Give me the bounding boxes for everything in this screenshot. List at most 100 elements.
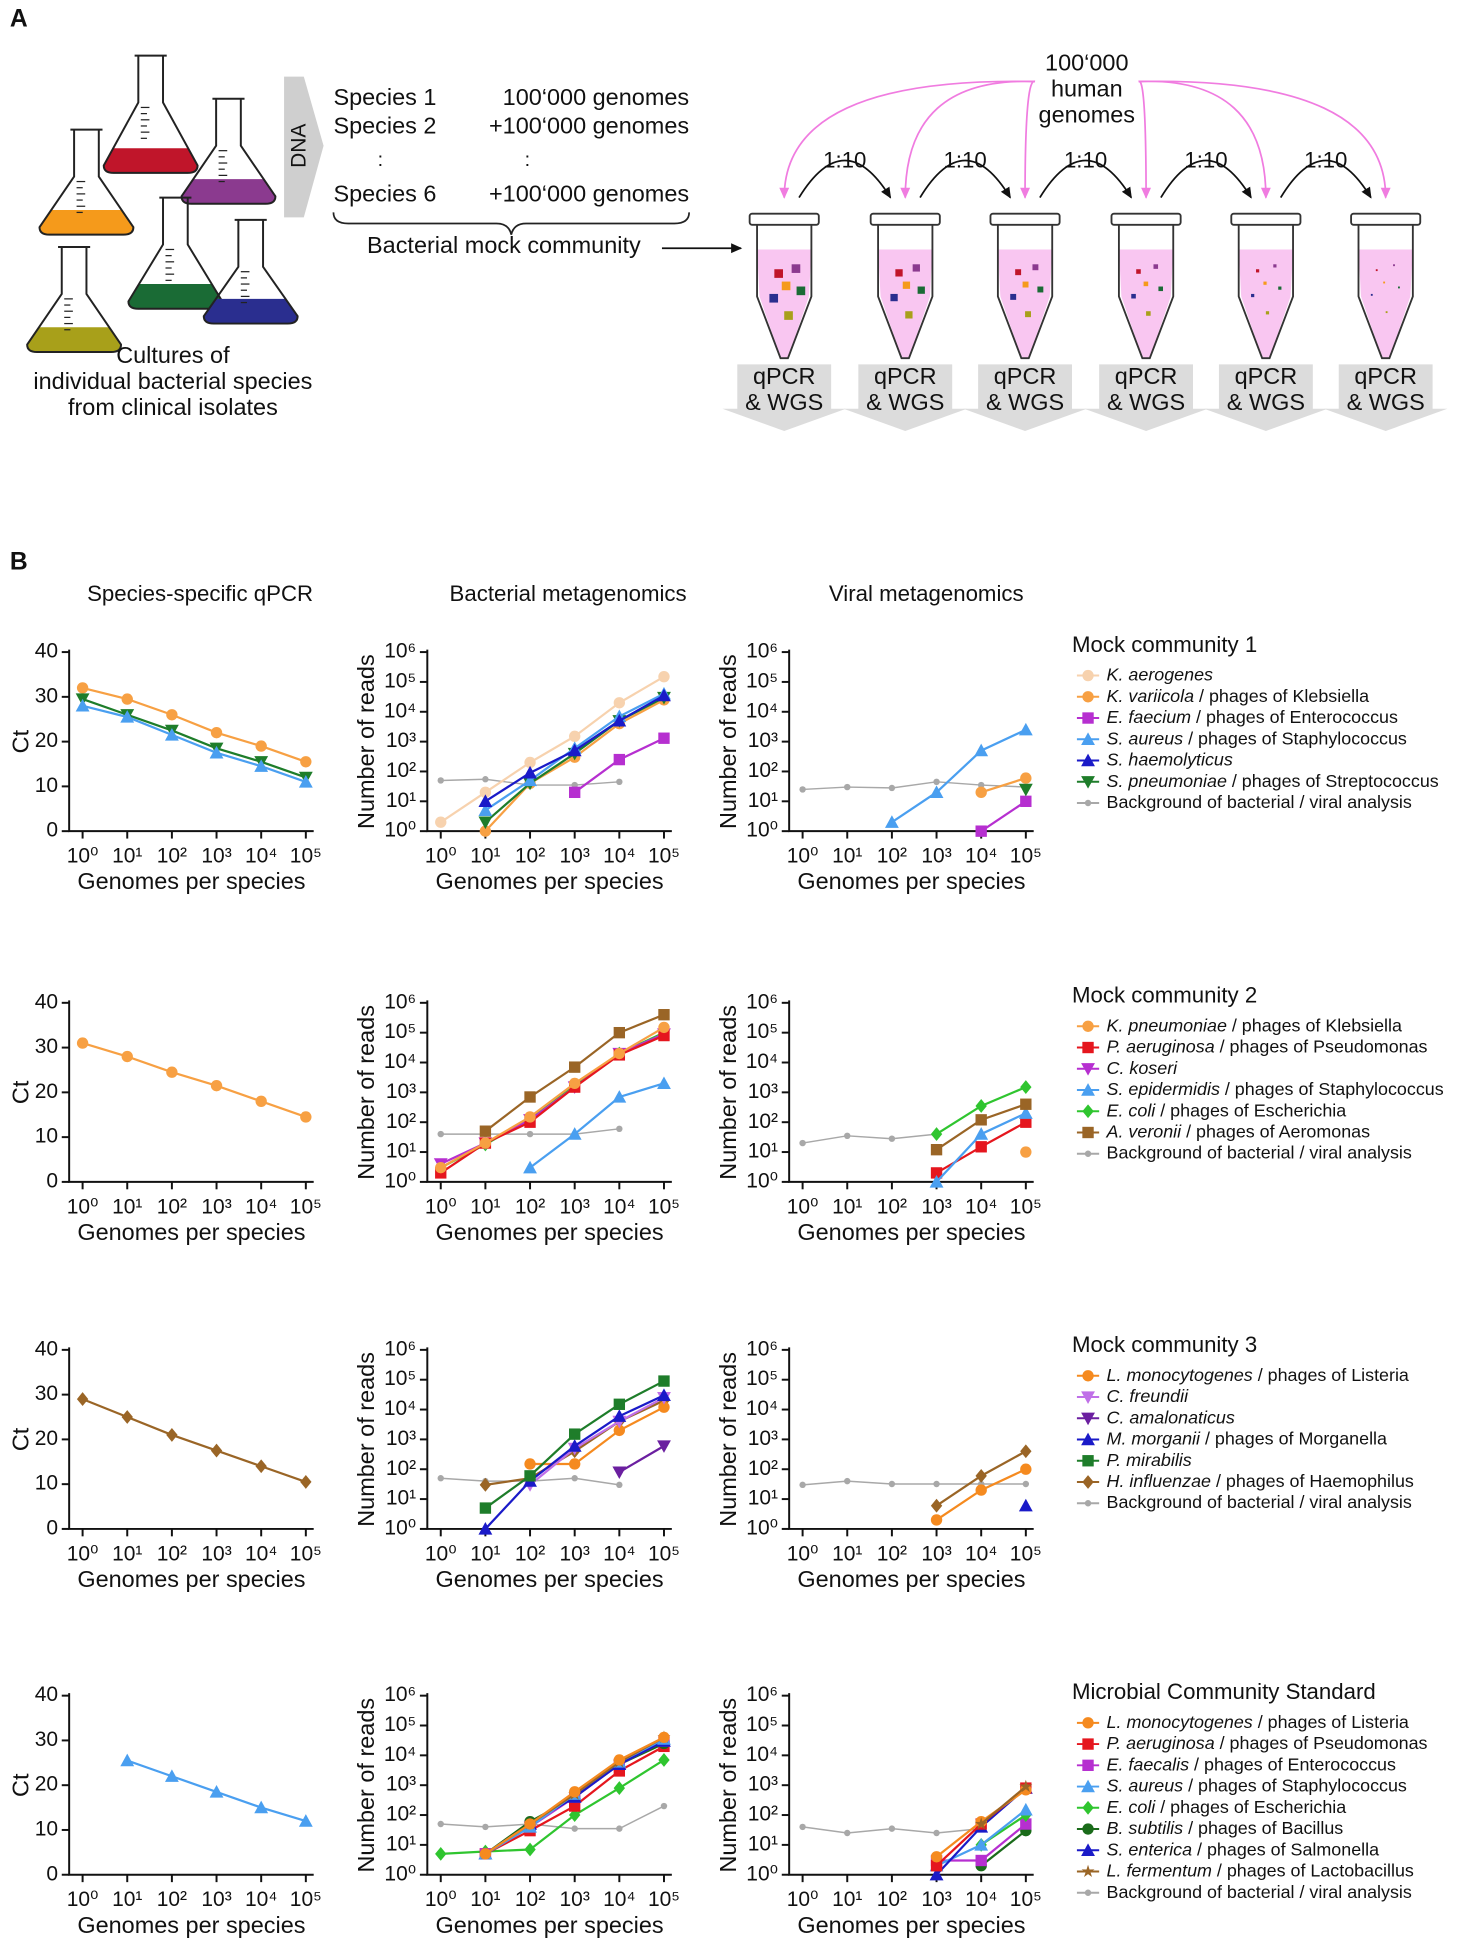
tube-liquid	[1118, 249, 1174, 359]
axes	[426, 1693, 672, 1876]
flask	[26, 246, 123, 353]
marker	[569, 1800, 581, 1812]
marker	[660, 1802, 668, 1810]
legend-species: L. fermentum	[1107, 1860, 1212, 1880]
assay-text: qPCR	[1115, 363, 1178, 389]
y-axis-label: Number of reads	[715, 1352, 741, 1527]
y-tick-label: 10⁰	[746, 1516, 778, 1539]
marker	[209, 745, 224, 759]
series-line	[980, 1829, 1027, 1867]
tube-liquid	[1358, 249, 1413, 359]
marker	[121, 693, 133, 705]
y-tick-label: 10⁰	[384, 1169, 416, 1192]
legend-label: P. aeruginosa / phages of Pseudomonas	[1107, 1733, 1428, 1753]
x-tick-label: 10³	[201, 845, 231, 868]
marker	[613, 1026, 626, 1039]
cultures-text: from clinical isolates	[68, 394, 278, 420]
legend-label: S. haemolyticus	[1107, 749, 1233, 769]
x-tick-label: 10⁰	[425, 1888, 457, 1911]
cell	[1136, 269, 1141, 274]
y-axis-label: Ct	[7, 1427, 33, 1451]
x-tick-label: 10³	[921, 1888, 951, 1911]
x-tick-label: 10⁵	[1010, 1888, 1042, 1911]
marker	[616, 1825, 623, 1832]
legend-text: / phages of Pseudomonas	[1220, 1036, 1428, 1056]
legend-label: Background of bacterial / viral analysis	[1107, 1142, 1412, 1162]
marker	[524, 1111, 536, 1123]
marker	[1081, 1412, 1095, 1426]
species-amount: +100‘000 genomes	[489, 180, 689, 206]
marker	[482, 1823, 489, 1831]
legend-text: / phages of Salmonella	[1197, 1839, 1379, 1859]
y-tick-label: 10¹	[386, 1140, 416, 1163]
x-tick-label: 10⁴	[245, 845, 277, 868]
x-tick-label: 10⁰	[67, 1888, 99, 1911]
cell	[912, 264, 920, 272]
legend-label: P. aeruginosa / phages of Pseudomonas	[1107, 1036, 1428, 1056]
marker	[523, 773, 537, 787]
x-tick-label: 10³	[921, 1542, 951, 1565]
marker	[523, 765, 537, 779]
legend-species: S. aureus	[1107, 1775, 1184, 1795]
marker	[658, 1021, 670, 1034]
cell	[796, 286, 806, 296]
dilution-arrow	[919, 159, 1011, 199]
x-tick-label: 10⁵	[290, 845, 322, 868]
y-axis-label: Number of reads	[715, 1005, 741, 1180]
y-tick-label: 0	[46, 1516, 58, 1539]
marker	[888, 1825, 896, 1832]
y-tick-label: 40	[35, 1683, 58, 1706]
flask-liquid	[103, 148, 198, 173]
legend-label: A. veronii / phages of Aeromonas	[1106, 1121, 1371, 1141]
marker	[974, 1817, 988, 1830]
marker	[254, 1800, 269, 1814]
x-tick-label: 10¹	[832, 845, 862, 868]
x-axis-label: Genomes per species	[797, 868, 1025, 894]
legend-text: / phages of Streptococcus	[1232, 770, 1439, 790]
marker	[76, 1392, 89, 1407]
legend-label: K. aerogenes	[1107, 664, 1213, 684]
x-tick-label: 10²	[157, 845, 187, 868]
y-tick-label: 10⁶	[384, 640, 416, 663]
y-tick-label: 10	[35, 1472, 58, 1495]
marker	[1082, 1759, 1094, 1771]
cell	[781, 281, 791, 291]
marker	[210, 1079, 223, 1092]
legend-species: B. subtilis	[1107, 1818, 1184, 1838]
marker	[300, 1111, 312, 1123]
marker	[613, 1424, 626, 1437]
y-tick-label: 10¹	[386, 789, 416, 812]
y-tick-label: 0	[46, 819, 58, 842]
x-tick-label: 10⁵	[290, 1195, 322, 1218]
series-line	[802, 781, 1026, 791]
legend-text: / phages of Haemophilus	[1216, 1471, 1414, 1491]
y-axis-label: Ct	[7, 1773, 33, 1797]
dilution-label: 1:10	[1304, 148, 1347, 173]
legend-text: / phages of Klebsiella	[1199, 686, 1369, 706]
legend-label: M. morganii / phages of Morganella	[1107, 1428, 1387, 1448]
assay-text: qPCR	[874, 363, 937, 389]
x-axis-label: Genomes per species	[77, 868, 305, 894]
y-tick-label: 10⁴	[746, 1050, 778, 1073]
legend-text: / phages of Listeria	[1258, 1365, 1409, 1385]
x-tick-label: 10⁵	[648, 1542, 680, 1565]
legend-text: / phages of Bacillus	[1188, 1818, 1343, 1838]
y-tick-label: 10⁵	[746, 1713, 778, 1736]
assay-text: qPCR	[753, 363, 816, 389]
x-tick-label: 10²	[515, 1888, 545, 1911]
dilution-label: 1:10	[1184, 148, 1227, 173]
x-tick-label: 10²	[157, 1888, 187, 1911]
y-tick-label: 30	[35, 684, 58, 707]
series-line	[82, 698, 307, 779]
y-tick-label: 10⁴	[746, 1743, 778, 1766]
series-line	[529, 1396, 665, 1486]
tube	[996, 224, 1054, 360]
marker	[435, 816, 447, 828]
dilution-label: 1:10	[944, 148, 987, 173]
marker	[1082, 1738, 1094, 1750]
x-axis-label: Genomes per species	[797, 1219, 1025, 1245]
marker	[884, 815, 899, 828]
legend-title: Mock community 2	[1072, 983, 1257, 1008]
marker	[975, 1484, 987, 1496]
assay-text: & WGS	[1107, 389, 1185, 415]
